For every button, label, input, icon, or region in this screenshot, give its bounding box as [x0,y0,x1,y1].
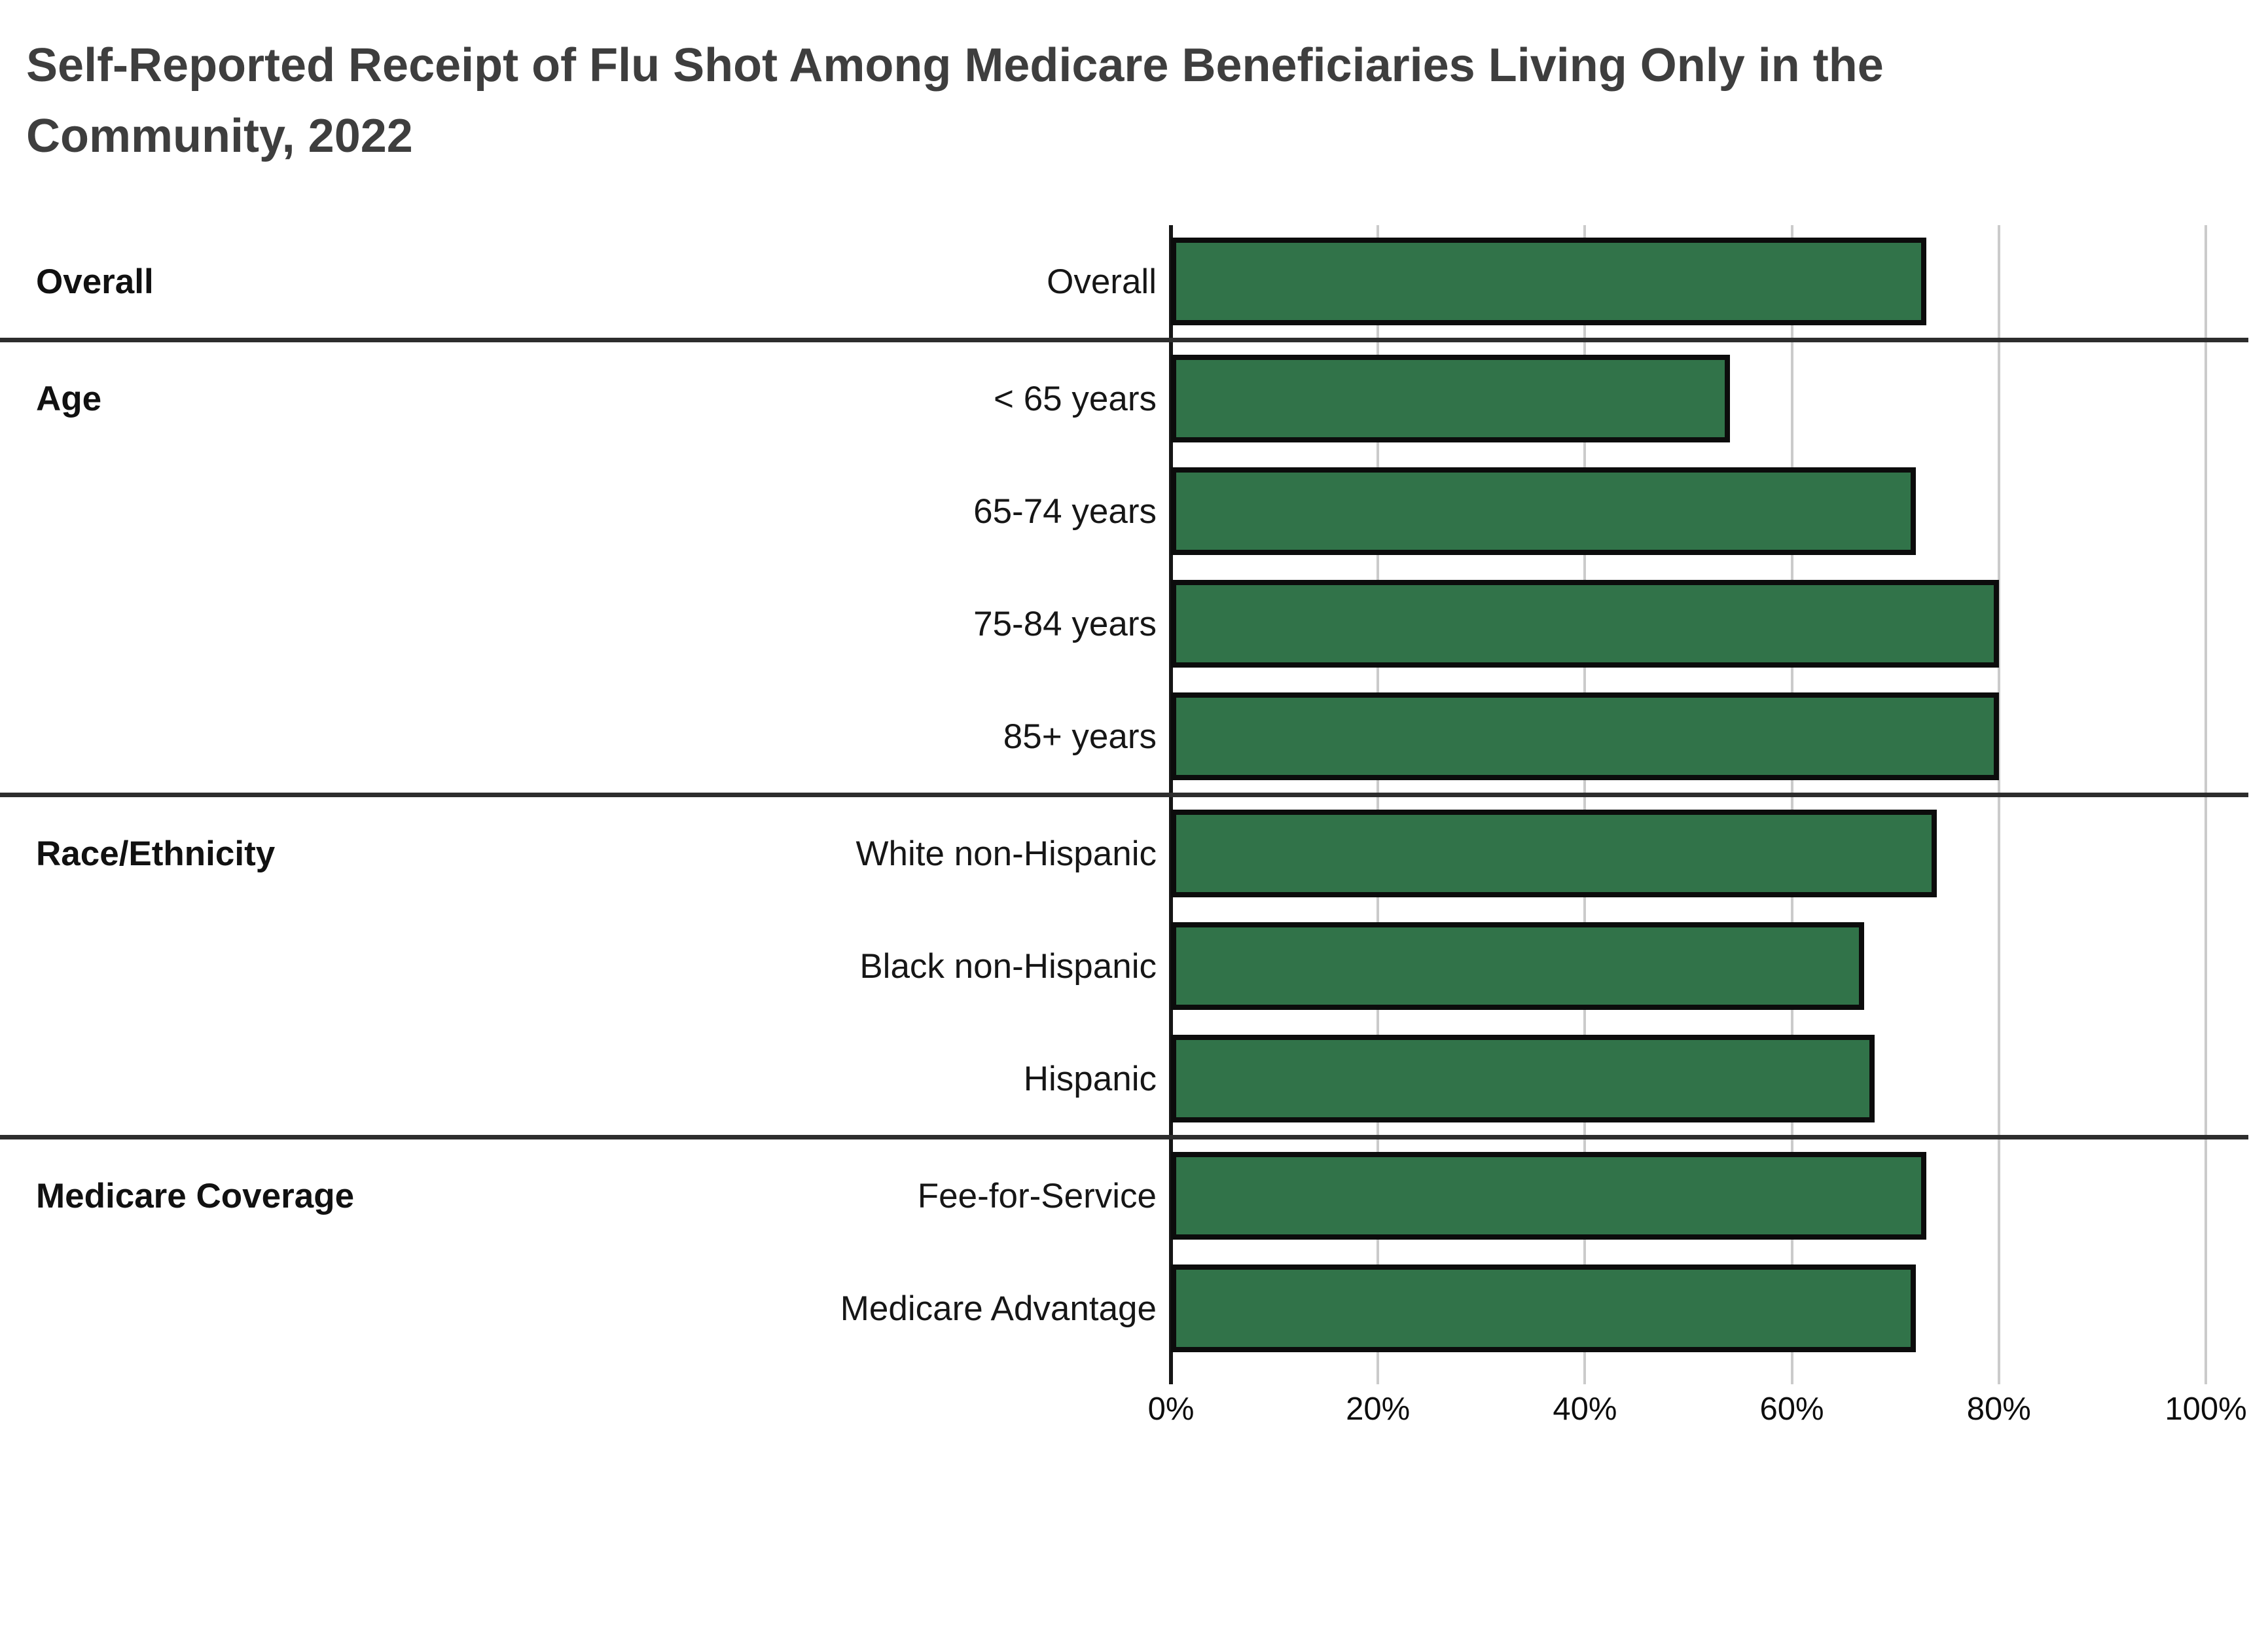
group-label-medicare-coverage: Medicare Coverage [36,1176,355,1215]
row-label-under-65: < 65 years [994,379,1157,418]
group-separator [0,793,2248,797]
bar-65-74 [1171,467,1917,555]
row-label-85-plus: 85+ years [1003,717,1157,756]
chart-row-65-74: 65-74 years [0,455,2248,567]
axis-line [1169,225,1173,1384]
plot-cell [1171,455,2248,567]
plot-cell [1171,910,2248,1022]
row-label-black-non-hispanic: Black non-Hispanic [859,946,1157,986]
chart-title-line2: Community, 2022 [26,110,413,162]
x-axis-labels: 0% 20% 40% 60% 80% 100% [1148,1391,2248,1433]
group-separator [0,338,2248,342]
row-label-white-non-hispanic: White non-Hispanic [855,834,1157,873]
tick-label: 60% [1759,1391,1824,1427]
group-label-race-ethnicity: Race/Ethnicity [36,834,276,873]
chart-row-under-65: Age < 65 years [0,342,2248,455]
page: Self-Reported Receipt of Flu Shot Among … [0,30,2268,1433]
bar-medicare-advantage [1171,1264,1917,1352]
plot-cell [1171,1022,2248,1135]
gridline [1377,225,1380,1384]
plot-cell [1171,342,2248,455]
bar-overall [1171,238,1927,325]
bar-85-plus [1171,692,1999,780]
gridline [1790,225,1793,1384]
bar-fee-for-service [1171,1152,1927,1240]
group-label-overall: Overall [36,262,154,301]
chart-title-line1: Self-Reported Receipt of Flu Shot Among … [26,39,1884,92]
chart-row-black-non-hispanic: Black non-Hispanic [0,910,2248,1022]
row-label-medicare-advantage: Medicare Advantage [840,1289,1157,1328]
bar-white-non-hispanic [1171,810,1937,897]
chart-row-overall: Overall Overall [0,225,2248,338]
grid-layer [1169,225,2248,1384]
row-label-overall: Overall [1047,262,1157,301]
bar-hispanic [1171,1035,1875,1122]
row-label-65-74: 65-74 years [973,492,1157,531]
tick-label: 100% [2165,1391,2247,1427]
plot-cell [1171,680,2248,793]
gridline [2205,225,2207,1384]
bar-chart: Overall Overall Age < 65 years 65-74 yea… [0,225,2248,1384]
chart-row-hispanic: Hispanic [0,1022,2248,1135]
chart-title: Self-Reported Receipt of Flu Shot Among … [26,30,2242,171]
row-label-fee-for-service: Fee-for-Service [917,1176,1157,1215]
bar-under-65 [1171,355,1730,442]
tick-label: 40% [1553,1391,1617,1427]
bar-black-non-hispanic [1171,922,1865,1010]
group-label-age: Age [36,379,102,418]
plot-cell [1171,567,2248,680]
chart-row-75-84: 75-84 years [0,567,2248,680]
plot-cell [1171,1139,2248,1252]
plot-cell [1171,225,2248,338]
group-separator [0,1135,2248,1139]
chart-row-medicare-advantage: Medicare Advantage [0,1252,2248,1365]
bar-75-84 [1171,580,1999,668]
chart-row-fee-for-service: Medicare Coverage Fee-for-Service [0,1139,2248,1252]
chart-row-85-plus: 85+ years [0,680,2248,793]
gridline [1997,225,2000,1384]
row-label-75-84: 75-84 years [973,604,1157,643]
chart-row-white-non-hispanic: Race/Ethnicity White non-Hispanic [0,797,2248,910]
plot-cell [1171,797,2248,910]
tick-label: 20% [1346,1391,1411,1427]
tick-label: 0% [1147,1391,1195,1427]
row-label-hispanic: Hispanic [1023,1059,1157,1098]
tick-label: 80% [1966,1391,2031,1427]
plot-cell [1171,1252,2248,1365]
gridline [1583,225,1587,1384]
